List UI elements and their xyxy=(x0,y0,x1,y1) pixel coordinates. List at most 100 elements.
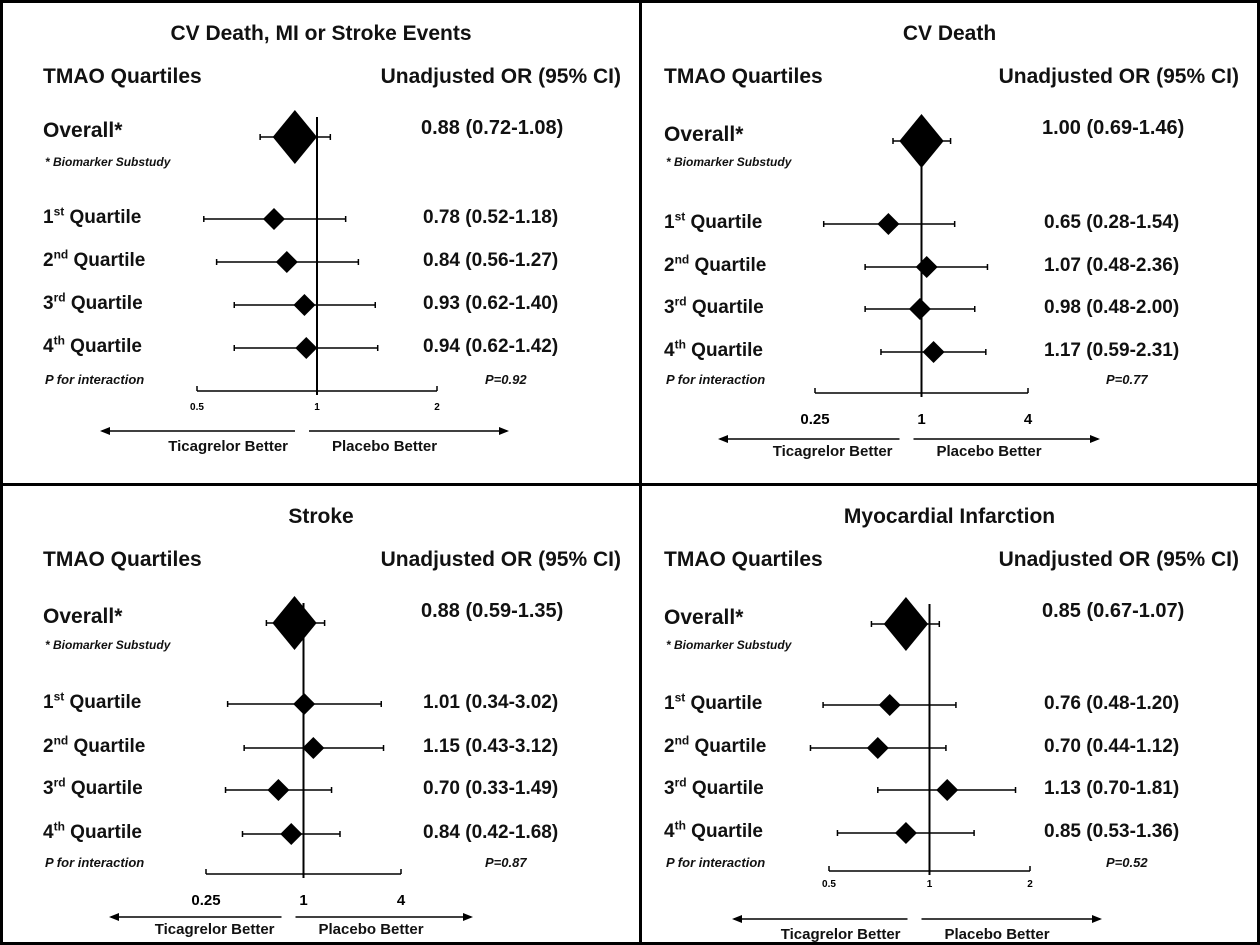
ticagrelor-better-label: Ticagrelor Better xyxy=(154,921,275,938)
or-ci-value: 0.93 (0.62-1.40) xyxy=(423,293,559,314)
forest-panel-4: Myocardial Infarction TMAO Quartiles Unadj… xyxy=(639,483,1260,945)
or-ci-value: 0.88 (0.59-1.35) xyxy=(421,600,564,622)
row-label-q1: 1st Quartile xyxy=(664,690,763,714)
overall-diamond-marker xyxy=(883,597,929,651)
or-diamond-marker xyxy=(295,337,318,359)
p-value: P=0.52 xyxy=(1106,855,1148,870)
or-ci-value: 1.00 (0.69-1.46) xyxy=(1042,117,1185,139)
forest-plot-svg: 0.5 1 2 xyxy=(100,110,509,435)
forest-panel-1: CV Death, MI or Stroke Events TMAO Quarti… xyxy=(0,0,642,486)
arrow-left-icon xyxy=(718,435,728,443)
or-diamond-marker xyxy=(302,737,325,759)
arrow-left-icon xyxy=(732,915,742,923)
overall-diamond-marker xyxy=(272,596,317,650)
row-label-q2: 2nd Quartile xyxy=(664,252,767,276)
or-diamond-marker xyxy=(267,779,290,801)
arrow-right-icon xyxy=(499,427,509,435)
interaction-label: P for interaction xyxy=(45,855,145,870)
x-tick-label: 1 xyxy=(299,892,307,909)
x-tick-label: 0.5 xyxy=(190,402,204,413)
row-label-overall: Overall* xyxy=(43,119,123,142)
or-ci-value: 0.94 (0.62-1.42) xyxy=(423,336,559,357)
x-tick-label: 1 xyxy=(917,411,925,428)
or-ci-value: 0.84 (0.56-1.27) xyxy=(423,250,559,271)
or-diamond-marker xyxy=(894,822,917,844)
footnote-biomarker: * Biomarker Substudy xyxy=(666,155,792,169)
or-diamond-marker xyxy=(293,693,316,715)
or-ci-value: 1.01 (0.34-3.02) xyxy=(423,692,559,713)
column-header-quartiles: TMAO Quartiles xyxy=(664,65,823,88)
or-ci-value: 0.78 (0.52-1.18) xyxy=(423,207,559,228)
overall-diamond-marker xyxy=(272,110,318,164)
row-label-q2: 2nd Quartile xyxy=(43,247,146,271)
or-ci-value: 0.76 (0.48-1.20) xyxy=(1044,693,1180,714)
footnote-biomarker: * Biomarker Substudy xyxy=(45,638,171,652)
forest-panel-3: Stroke TMAO Quartiles Unadjusted OR (95% C… xyxy=(0,483,642,945)
column-header-or: Unadjusted OR (95% CI) xyxy=(380,548,621,571)
row-label-q2: 2nd Quartile xyxy=(43,733,146,757)
or-ci-value: 0.70 (0.33-1.49) xyxy=(423,778,559,799)
x-tick-label: 0.25 xyxy=(800,411,829,428)
row-label-q3: 3rd Quartile xyxy=(43,775,143,799)
x-tick-label: 4 xyxy=(397,892,406,909)
ticagrelor-better-label: Ticagrelor Better xyxy=(780,926,901,943)
panel-title: CV Death xyxy=(902,22,997,45)
forest-panel-2: CV Death TMAO Quartiles Unadjusted OR (95%… xyxy=(639,0,1260,486)
column-header-quartiles: TMAO Quartiles xyxy=(43,548,202,571)
column-header-or: Unadjusted OR (95% CI) xyxy=(998,65,1239,88)
row-label-overall: Overall* xyxy=(664,606,744,629)
forest-plot-svg: 0.25 1 4 xyxy=(109,596,473,921)
forest-plot-svg: 0.5 1 2 xyxy=(732,597,1102,923)
interaction-label: P for interaction xyxy=(45,372,145,387)
row-label-q3: 3rd Quartile xyxy=(43,290,143,314)
or-ci-value: 0.98 (0.48-2.00) xyxy=(1044,297,1180,318)
row-label-q1: 1st Quartile xyxy=(43,204,142,228)
arrow-right-icon xyxy=(1092,915,1102,923)
x-tick-label: 1 xyxy=(314,402,320,413)
panel-title: Myocardial Infarction xyxy=(843,505,1056,528)
placebo-better-label: Placebo Better xyxy=(332,438,438,455)
x-tick-label: 2 xyxy=(1027,879,1033,890)
ticagrelor-better-label: Ticagrelor Better xyxy=(168,438,288,455)
or-ci-value: 0.84 (0.42-1.68) xyxy=(423,822,559,843)
row-label-q4: 4th Quartile xyxy=(43,819,142,843)
column-header-quartiles: TMAO Quartiles xyxy=(664,548,823,571)
x-tick-label: 2 xyxy=(434,402,440,413)
row-label-q4: 4th Quartile xyxy=(664,818,763,842)
or-diamond-marker xyxy=(293,294,316,316)
placebo-better-label: Placebo Better xyxy=(318,921,424,938)
or-ci-value: 0.85 (0.67-1.07) xyxy=(1042,600,1185,622)
arrow-right-icon xyxy=(1090,435,1100,443)
column-header-or: Unadjusted OR (95% CI) xyxy=(380,65,621,88)
or-diamond-marker xyxy=(878,694,901,716)
or-ci-value: 1.07 (0.48-2.36) xyxy=(1044,255,1180,276)
x-tick-label: 1 xyxy=(927,879,933,890)
or-diamond-marker xyxy=(866,737,889,759)
or-ci-value: 0.88 (0.72-1.08) xyxy=(421,117,564,139)
or-ci-value: 1.17 (0.59-2.31) xyxy=(1044,340,1180,361)
overall-diamond-marker xyxy=(899,114,944,168)
x-tick-label: 4 xyxy=(1024,411,1033,428)
column-header-or: Unadjusted OR (95% CI) xyxy=(998,548,1239,571)
row-label-q4: 4th Quartile xyxy=(43,333,142,357)
p-value: P=0.87 xyxy=(485,855,527,870)
forest-plot-svg: 0.25 1 4 xyxy=(718,114,1100,443)
row-label-q1: 1st Quartile xyxy=(664,209,763,233)
interaction-label: P for interaction xyxy=(666,372,766,387)
row-label-q3: 3rd Quartile xyxy=(664,294,764,318)
x-tick-label: 0.5 xyxy=(822,879,836,890)
arrow-left-icon xyxy=(100,427,110,435)
or-ci-value: 0.65 (0.28-1.54) xyxy=(1044,212,1180,233)
row-label-q2: 2nd Quartile xyxy=(664,733,767,757)
ticagrelor-better-label: Ticagrelor Better xyxy=(772,443,893,460)
or-ci-value: 1.15 (0.43-3.12) xyxy=(423,736,559,757)
footnote-biomarker: * Biomarker Substudy xyxy=(45,155,171,169)
row-label-q4: 4th Quartile xyxy=(664,337,763,361)
arrow-left-icon xyxy=(109,913,119,921)
or-diamond-marker xyxy=(915,256,938,278)
interaction-label: P for interaction xyxy=(666,855,766,870)
or-ci-value: 0.70 (0.44-1.12) xyxy=(1044,736,1180,757)
or-ci-value: 0.85 (0.53-1.36) xyxy=(1044,821,1180,842)
or-diamond-marker xyxy=(280,823,303,845)
